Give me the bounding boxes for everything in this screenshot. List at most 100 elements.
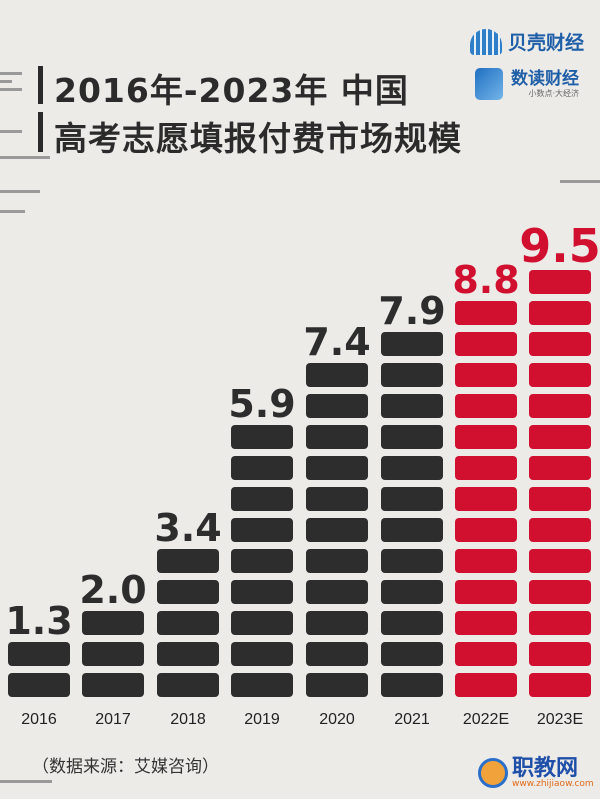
x-tick-label: 2018 bbox=[170, 711, 206, 728]
data-label: 2.0 bbox=[79, 568, 146, 612]
bar-2022E bbox=[455, 301, 517, 697]
bar-block bbox=[8, 642, 70, 666]
bar-block bbox=[8, 673, 70, 697]
bar-block bbox=[231, 549, 293, 573]
bar-block bbox=[529, 425, 591, 449]
bar-block bbox=[381, 363, 443, 387]
bar-2021 bbox=[381, 332, 443, 697]
x-tick-label: 2021 bbox=[394, 711, 430, 728]
bar-block bbox=[157, 580, 219, 604]
decor-line bbox=[0, 130, 22, 133]
decor-line bbox=[0, 190, 40, 193]
bar-2018 bbox=[157, 549, 219, 697]
decor-line bbox=[0, 156, 50, 159]
brand1: 贝壳财经 bbox=[508, 32, 585, 54]
bar-block bbox=[455, 301, 517, 325]
bar-block bbox=[82, 642, 144, 666]
shell-icon bbox=[470, 28, 502, 55]
bar-2019 bbox=[231, 425, 293, 697]
bar-block bbox=[529, 487, 591, 511]
bar-block bbox=[455, 518, 517, 542]
bar-block bbox=[529, 456, 591, 480]
bar-block bbox=[306, 363, 368, 387]
watermark-logo-icon bbox=[478, 758, 508, 788]
bar-block bbox=[455, 673, 517, 697]
decor-line bbox=[0, 72, 22, 75]
watermark-url: www.zhijiaow.com bbox=[512, 779, 594, 789]
bar-block bbox=[157, 673, 219, 697]
shudu-icon bbox=[475, 68, 503, 100]
bar-block bbox=[455, 611, 517, 635]
watermark-name: 职教网 bbox=[512, 755, 579, 781]
data-source: （数据来源：艾媒咨询） bbox=[32, 757, 219, 777]
bar-block bbox=[231, 580, 293, 604]
decor-line bbox=[0, 210, 25, 213]
bar-2023E bbox=[529, 270, 591, 697]
bar-block bbox=[381, 580, 443, 604]
data-label: 7.4 bbox=[303, 320, 370, 364]
bar-block bbox=[306, 487, 368, 511]
bar-block bbox=[381, 642, 443, 666]
decor-line bbox=[0, 780, 52, 783]
bar-2017 bbox=[82, 611, 144, 697]
bar-block bbox=[231, 425, 293, 449]
bar-block bbox=[529, 332, 591, 356]
bar-block bbox=[231, 518, 293, 542]
bar-block bbox=[529, 270, 591, 294]
bar-block bbox=[455, 549, 517, 573]
bar-block bbox=[455, 456, 517, 480]
bar-block bbox=[381, 394, 443, 418]
bar-block bbox=[381, 456, 443, 480]
bar-block bbox=[529, 611, 591, 635]
bar-block bbox=[529, 642, 591, 666]
title-bar bbox=[38, 66, 43, 104]
data-label: 5.9 bbox=[228, 382, 295, 426]
bar-block bbox=[529, 673, 591, 697]
decor-line bbox=[560, 180, 600, 183]
x-tick-label: 2017 bbox=[95, 711, 131, 728]
bar-block bbox=[381, 549, 443, 573]
bar-block bbox=[381, 611, 443, 635]
x-tick-label: 2019 bbox=[244, 711, 280, 728]
bar-block bbox=[381, 518, 443, 542]
watermark: 职教网 www.zhijiaow.com bbox=[478, 757, 594, 789]
bar-block bbox=[306, 549, 368, 573]
x-tick-label: 2020 bbox=[319, 711, 355, 728]
bar-block bbox=[306, 611, 368, 635]
bar-block bbox=[455, 425, 517, 449]
bar-block bbox=[529, 301, 591, 325]
bar-block bbox=[381, 425, 443, 449]
bar-block bbox=[455, 642, 517, 666]
bar-block bbox=[306, 642, 368, 666]
bar-block bbox=[529, 363, 591, 387]
bar-block bbox=[306, 518, 368, 542]
bar-block bbox=[455, 332, 517, 356]
brand2: 数读财经 bbox=[511, 68, 579, 89]
data-label: 1.3 bbox=[5, 599, 72, 643]
data-label: 9.5 bbox=[519, 219, 600, 273]
bar-block bbox=[306, 673, 368, 697]
bar-block bbox=[157, 642, 219, 666]
data-label: 8.8 bbox=[452, 258, 519, 302]
bar-block bbox=[455, 363, 517, 387]
bar-block bbox=[529, 549, 591, 573]
bar-block bbox=[157, 611, 219, 635]
x-tick-label: 2023E bbox=[537, 711, 583, 728]
bar-block bbox=[231, 673, 293, 697]
bar-block bbox=[529, 580, 591, 604]
bar-block bbox=[455, 487, 517, 511]
bar-block bbox=[157, 549, 219, 573]
chart-title-line2: 高考志愿填报付费市场规模 bbox=[54, 119, 462, 158]
bar-2016 bbox=[8, 642, 70, 697]
decor-line bbox=[0, 80, 12, 83]
bar-block bbox=[381, 487, 443, 511]
x-tick-label: 2016 bbox=[21, 711, 57, 728]
bar-block bbox=[82, 673, 144, 697]
bar-block bbox=[455, 394, 517, 418]
bar-block bbox=[306, 394, 368, 418]
bar-block bbox=[381, 332, 443, 356]
bar-block bbox=[82, 611, 144, 635]
bar-block bbox=[529, 394, 591, 418]
bar-block bbox=[231, 611, 293, 635]
